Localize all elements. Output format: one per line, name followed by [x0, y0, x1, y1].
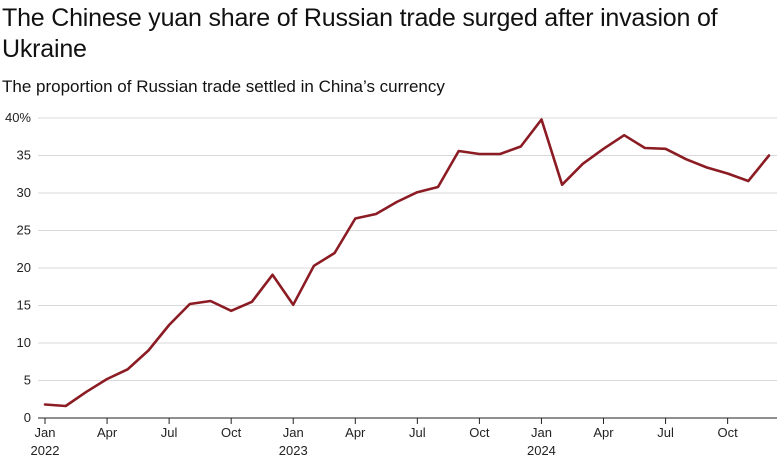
x-tick-label: Jan — [283, 425, 304, 440]
chart-title: The Chinese yuan share of Russian trade … — [2, 4, 718, 63]
y-tick-label: 40% — [5, 110, 31, 125]
x-tick-label: Oct — [469, 425, 490, 440]
x-tick-label: Jul — [161, 425, 178, 440]
chart-subtitle: The proportion of Russian trade settled … — [2, 77, 445, 96]
y-tick-label: 35 — [17, 148, 31, 163]
x-tick-label: Apr — [97, 425, 118, 440]
x-tick-label: Jul — [657, 425, 674, 440]
x-tick-label: Oct — [718, 425, 739, 440]
y-tick-label: 5 — [24, 373, 31, 388]
x-tick-year-label: 2023 — [279, 443, 308, 458]
y-tick-label: 0 — [24, 410, 31, 425]
x-tick-label: Apr — [593, 425, 614, 440]
y-tick-label: 15 — [17, 298, 31, 313]
x-tick-year-label: 2022 — [31, 443, 60, 458]
x-tick-label: Apr — [345, 425, 366, 440]
x-tick-label: Jan — [531, 425, 552, 440]
y-tick-label: 30 — [17, 185, 31, 200]
y-tick-label: 25 — [17, 223, 31, 238]
x-tick-year-label: 2024 — [527, 443, 556, 458]
y-tick-label: 10 — [17, 335, 31, 350]
y-tick-label: 20 — [17, 260, 31, 275]
x-tick-label: Oct — [221, 425, 242, 440]
series-line — [43, 118, 771, 408]
x-tick-label: Jan — [35, 425, 56, 440]
x-tick-label: Jul — [409, 425, 426, 440]
